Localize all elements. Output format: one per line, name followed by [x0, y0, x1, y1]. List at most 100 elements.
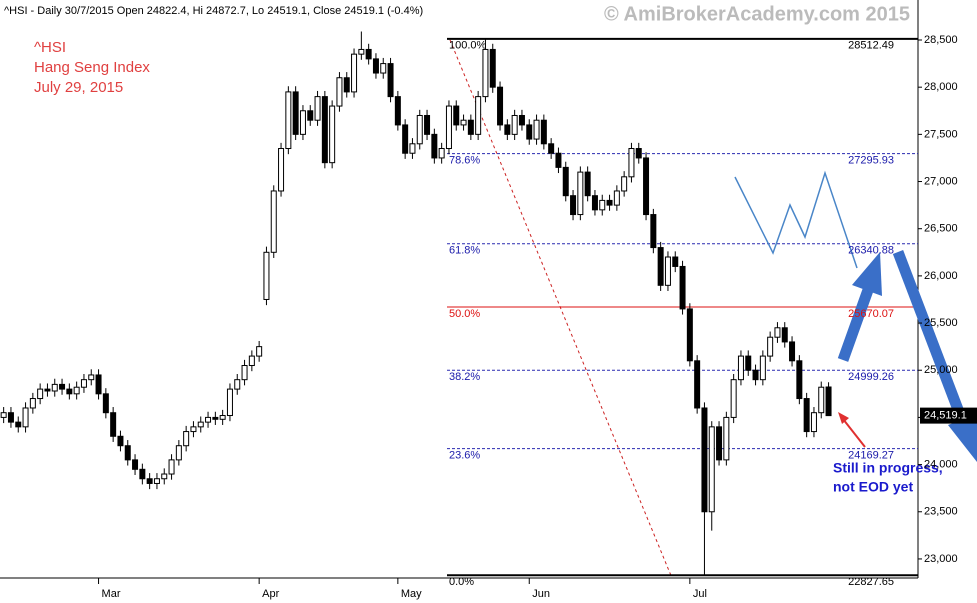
y-tick-label: 26,500 [924, 223, 958, 235]
candle-body [44, 388, 51, 392]
candle-body [409, 143, 416, 154]
candle-body [781, 327, 788, 343]
arrow-shaft [837, 288, 874, 362]
level-name: 50.0% [449, 308, 480, 320]
candle-body [80, 379, 87, 388]
x-tick-label: Apr [262, 588, 279, 600]
title: Hang Seng Index [34, 59, 150, 76]
candle-body [467, 119, 474, 135]
candle-body [621, 176, 628, 192]
candle-body [248, 355, 255, 367]
candle-body [190, 426, 197, 433]
y-tick-label: 24,000 [924, 458, 958, 470]
candle-body [22, 407, 29, 428]
candle-body [774, 327, 781, 338]
candle-body [139, 468, 146, 480]
note-arrow-head [838, 412, 849, 424]
candle-body [365, 48, 372, 60]
candle-body [270, 190, 277, 253]
up-arrow [837, 252, 882, 362]
candle-body [197, 421, 204, 428]
candle-body [759, 355, 766, 381]
last-price-label: 24,519.1 [924, 410, 967, 422]
level-value: 22827.65 [848, 576, 894, 588]
candle-body [482, 48, 489, 98]
candle-body [7, 412, 14, 423]
candle-body [445, 105, 452, 150]
candle-body [803, 398, 810, 433]
candle-body [37, 388, 44, 400]
candle-body [657, 247, 664, 286]
down-arrow [892, 250, 977, 462]
candle-body [336, 77, 343, 107]
title: July 29, 2015 [34, 79, 123, 96]
candle-body [212, 416, 219, 420]
candle-body [438, 148, 445, 159]
candle-body [489, 48, 496, 88]
y-tick-label: 27,500 [924, 128, 958, 140]
candle-body [307, 110, 314, 121]
y-tick-label: 27,000 [924, 175, 958, 187]
level-name: 38.2% [449, 371, 480, 383]
candle-body [102, 393, 109, 414]
candle-body [351, 53, 358, 93]
y-tick-label: 23,000 [924, 553, 958, 565]
header: ^HSI - Daily 30/7/2015 Open 24822.4, Hi … [4, 5, 423, 17]
candle-body [219, 415, 226, 420]
candle-body [175, 445, 182, 461]
candle-body [453, 105, 460, 126]
level-value: 28512.49 [848, 40, 894, 52]
candle-body [256, 346, 263, 357]
candle-body [380, 63, 387, 74]
level-value: 25670.07 [848, 308, 894, 320]
candle-body [387, 63, 394, 98]
candle-body [570, 195, 577, 216]
candle-body [241, 365, 248, 381]
watermark: © AmiBrokerAcademy.com 2015 [604, 3, 910, 25]
candle-body [321, 96, 328, 164]
candle-body [59, 383, 66, 390]
candle-body [810, 412, 817, 433]
candle-body [796, 360, 803, 400]
y-tick-label: 25,500 [924, 317, 958, 329]
candle-body [752, 369, 759, 381]
level-value: 26340.88 [848, 245, 894, 257]
candle-body [511, 114, 518, 135]
projection-zigzag [734, 170, 858, 269]
candle-body [292, 91, 299, 135]
candle-body [730, 379, 737, 418]
candle-body [88, 374, 95, 381]
candle-body [672, 256, 679, 267]
candle-body [723, 416, 730, 461]
candle-body [584, 171, 591, 197]
level-name: 61.8% [449, 245, 480, 257]
last-price-box [920, 407, 977, 424]
candle-body [431, 133, 438, 159]
annotation: not EOD yet [833, 479, 913, 495]
candle-body [0, 412, 7, 418]
candle-body [737, 355, 744, 381]
x-tick-label: Jul [693, 588, 707, 600]
candle-body [95, 374, 102, 395]
candle-body [299, 110, 306, 135]
candle-body [153, 478, 160, 484]
level-name: 100.0% [449, 40, 487, 52]
note-arrow [842, 418, 866, 448]
candle-body [329, 105, 336, 164]
candle-body [518, 114, 525, 126]
candle-body [526, 124, 533, 140]
candle-body [562, 166, 569, 197]
y-tick-label: 23,500 [924, 506, 958, 518]
candle-body [226, 388, 233, 417]
candle-body [51, 383, 58, 392]
candle-body [475, 96, 482, 135]
candle-body [789, 341, 796, 362]
level-value: 24169.27 [848, 450, 894, 462]
candle-body [66, 388, 73, 395]
candle-body [533, 119, 540, 140]
candle-body [548, 143, 555, 154]
x-tick-label: Mar [102, 588, 121, 600]
candle-body [372, 58, 379, 74]
candle-body [540, 119, 547, 145]
candle-body [825, 386, 832, 417]
